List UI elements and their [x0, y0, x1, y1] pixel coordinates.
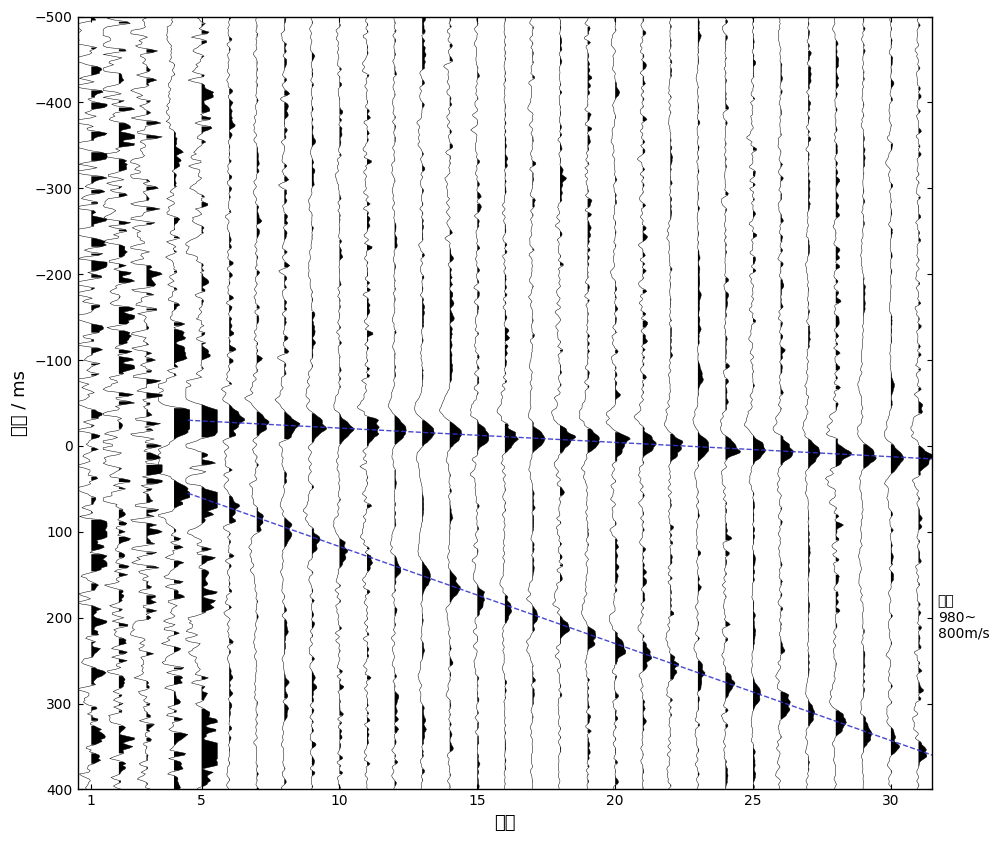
X-axis label: 道号: 道号	[494, 813, 516, 832]
Text: 槽波
980~
800m/s: 槽波 980~ 800m/s	[938, 594, 989, 641]
Y-axis label: 时间 / ms: 时间 / ms	[11, 370, 29, 436]
